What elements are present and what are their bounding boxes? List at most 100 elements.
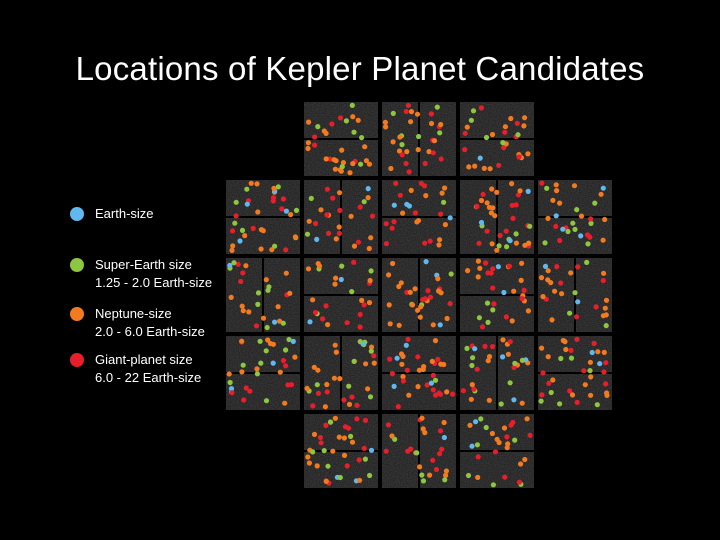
planet-candidate-dot [316,263,323,269]
planet-candidate-dot [263,277,269,283]
planet-candidate-dot [519,296,525,302]
planet-candidate-dot [357,311,363,318]
planet-candidate-dot [292,354,298,360]
planet-candidate-dot [388,165,394,172]
planet-candidate-dot [553,213,559,219]
planet-candidate-dot [468,117,474,123]
planet-candidate-dot [430,387,436,393]
planet-candidate-dot [603,360,609,366]
planet-candidate-dot [248,180,254,186]
planet-candidate-dot [496,162,502,168]
planet-candidate-dot [437,451,443,457]
planet-candidate-dot [549,317,555,323]
planet-candidate-dot [415,384,421,390]
planet-candidate-dot [584,232,591,238]
planet-candidate-dot [603,297,610,303]
planet-candidate-dot [460,388,466,394]
planet-candidate-dot [484,300,491,306]
planet-candidate-dot [600,185,606,191]
planet-candidate-dot [242,233,248,239]
planet-candidate-dot [435,356,441,362]
planet-candidate-dot [263,398,270,404]
planet-candidate-dot [563,346,569,353]
planet-candidate-dot [344,463,350,469]
planet-candidate-dot [558,280,564,286]
planet-candidate-dot [260,228,266,234]
planet-candidate-dot [494,247,500,253]
planet-candidate-dot [539,392,545,398]
planet-candidate-dot [385,422,391,428]
planet-candidate-dot [438,211,444,217]
planet-candidate-dot [239,338,245,344]
planet-candidate-dot [557,200,563,206]
planet-candidate-dot [527,223,533,229]
planet-candidate-dot [369,213,376,219]
planet-candidate-dot [240,270,246,276]
planet-candidate-dot [398,280,404,286]
planet-candidate-dot [516,479,522,485]
planet-candidate-dot [525,308,531,314]
planet-candidate-dot [447,301,453,307]
planet-candidate-dot [557,237,563,244]
slide-title: Locations of Kepler Planet Candidates [75,50,645,87]
planet-candidate-dot [481,165,487,171]
planet-candidate-dot [400,353,406,359]
planet-candidate-dot [239,303,245,309]
planet-candidate-dot [359,135,365,141]
planet-candidate-dot [408,109,415,115]
planet-candidate-dot [429,358,435,364]
planet-candidate-dot [472,346,478,352]
planet-candidate-dot [431,138,438,144]
planet-candidate-dot [568,347,574,353]
planet-candidate-dot [469,362,475,369]
legend-range: 1.25 - 2.0 Earth-size [95,275,213,290]
planet-candidate-dot [255,209,261,215]
planet-candidate-dot [419,415,425,421]
planet-candidate-dot [405,102,411,109]
planet-candidate-dot [333,349,339,355]
planet-candidate-dot [433,466,440,473]
planet-candidate-dot [358,161,364,167]
planet-candidate-dot [357,324,363,330]
planet-candidate-dot [310,403,316,409]
planet-candidate-dot [423,193,429,199]
planet-candidate-dot [255,290,262,296]
planet-candidate-dot [602,216,608,223]
planet-candidate-dot [526,240,532,246]
planet-candidate-dot [522,242,528,248]
planet-candidate-dot [280,357,287,364]
planet-candidate-dot [366,300,373,306]
planet-candidate-dot [226,371,232,377]
super-earth-dot-icon [70,258,84,272]
planet-candidate-dot [509,202,515,208]
planet-candidate-dot [525,151,531,157]
planet-candidate-dot [483,260,489,266]
planet-candidate-dot [558,355,564,362]
planet-candidate-dot [504,244,510,250]
planet-candidate-dot [484,200,490,206]
planet-candidate-dot [428,380,434,386]
planet-candidate-dot [444,389,450,395]
planet-candidate-dot [417,314,423,320]
planet-candidate-dot [509,318,515,324]
planet-candidate-dot [422,160,428,167]
planet-candidate-dot [391,202,397,208]
planet-candidate-dot [341,435,347,441]
planet-candidate-dot [399,361,405,367]
planet-candidate-dot [355,239,362,245]
planet-candidate-dot [337,376,343,382]
planet-candidate-dot [307,319,313,325]
planet-candidate-dot [587,359,593,365]
planet-candidate-dot [462,130,468,136]
planet-candidate-dot [349,102,355,108]
planet-candidate-dot [505,441,511,447]
planet-candidate-dot [494,436,500,442]
planet-candidate-dot [288,212,294,218]
planet-candidate-dot [601,270,607,276]
planet-candidate-dot [519,357,526,363]
planet-candidate-dot [271,185,277,191]
planet-candidate-dot [306,119,312,125]
planet-candidate-dot [337,115,344,121]
planet-candidate-dot [337,207,343,213]
planet-candidate-dot [339,263,345,269]
